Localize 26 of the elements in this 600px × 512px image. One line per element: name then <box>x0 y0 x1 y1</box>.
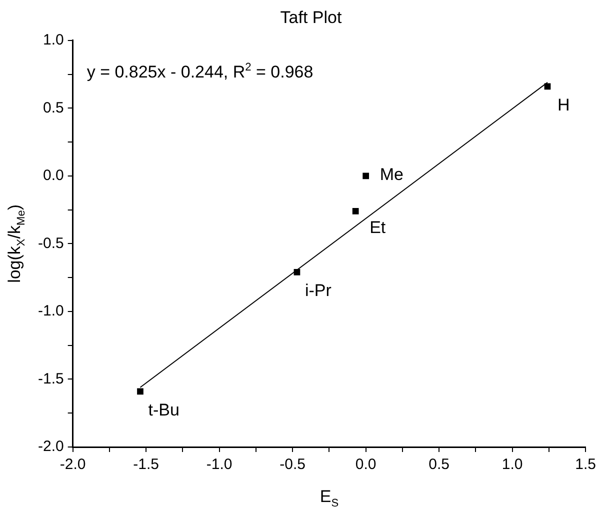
x-tick-label: 1.5 <box>575 456 596 474</box>
x-tick-label: -2.0 <box>60 456 86 474</box>
x-tick-label: -1.5 <box>133 456 160 474</box>
y-tick-label: -1.0 <box>38 302 64 320</box>
y-tick-label: -2.0 <box>38 438 64 456</box>
x-tick-label: -1.0 <box>206 456 232 474</box>
y-tick-label: -0.5 <box>38 234 64 252</box>
annotation: i-Pr <box>304 281 332 300</box>
point <box>352 208 359 214</box>
point <box>137 388 144 395</box>
chart-title: Taft Plot <box>280 8 342 27</box>
annotation: t-Bu <box>148 400 180 420</box>
y-tick-label: -1.5 <box>38 370 64 388</box>
y-tick-label: 1.0 <box>42 32 64 49</box>
x-tick-label: 0.0 <box>355 456 376 474</box>
y-tick-label: 0.5 <box>42 99 64 116</box>
annotation: Et <box>370 218 386 238</box>
y-axis-title: log(kX/kMe) <box>5 204 28 283</box>
point <box>294 268 300 276</box>
x-tick-label: 1.0 <box>502 456 523 474</box>
x-tick-label: 0.5 <box>428 456 450 474</box>
annotation: Me <box>380 164 404 184</box>
x-tick-label: -0.5 <box>280 456 306 474</box>
point <box>362 172 370 180</box>
annotation: H <box>557 95 570 114</box>
y-tick-label: 0.0 <box>42 167 64 184</box>
